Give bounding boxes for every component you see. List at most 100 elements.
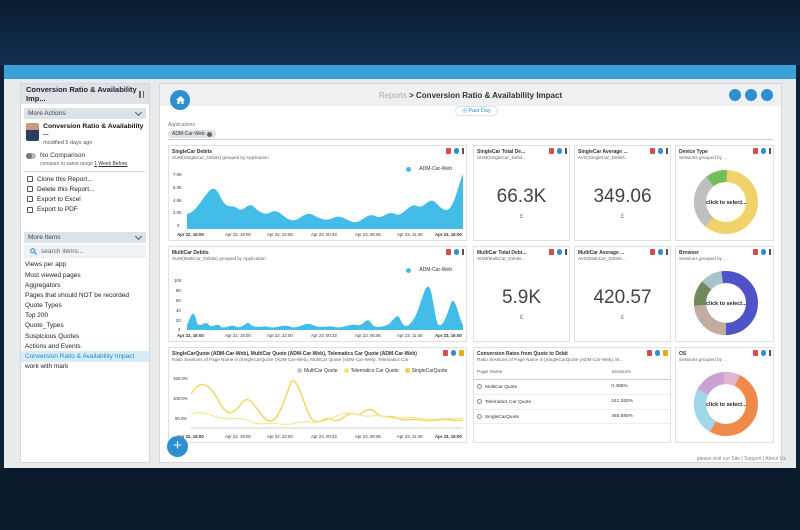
list-item[interactable]: Quote Types	[25, 302, 62, 310]
export-pdf-action[interactable]: Export to PDF	[21, 205, 149, 215]
bell-icon[interactable]	[761, 249, 766, 255]
alert-icon[interactable]	[549, 249, 554, 255]
breadcrumb-reports[interactable]: Reports	[378, 90, 407, 100]
widget-title: MultiCar Debits	[172, 249, 209, 256]
os-donut-chart[interactable]	[692, 370, 760, 438]
list-item-active[interactable]: Conversion Ratio & Availability Impact	[21, 351, 149, 362]
widget-subtitle: AVG(SingleCar_Debits...	[578, 155, 629, 160]
more-icon[interactable]	[666, 148, 668, 154]
close-icon[interactable]	[206, 131, 212, 137]
bell-icon[interactable]	[655, 350, 660, 356]
export-excel-action[interactable]: Export to Excel	[21, 194, 149, 204]
funnel-icon[interactable]	[459, 350, 464, 356]
device-type-widget: Device Type Sessions grouped by ... clic…	[675, 145, 774, 241]
widget-title: Conversion Rates from Quote to Debit	[477, 350, 568, 357]
more-items-label: More Items	[28, 233, 61, 241]
sidebar-collapse-icon[interactable]	[139, 90, 144, 98]
table-row[interactable]: MultiCar Quote 0.485%	[474, 379, 670, 395]
kpi-value: 420.57	[593, 287, 652, 308]
list-item[interactable]: Actions and Events	[25, 342, 81, 350]
date-range-button[interactable]: ◷ Past Day	[455, 106, 498, 116]
table-row[interactable]: SingleCarQuote 460.680%	[474, 409, 670, 425]
add-widget-button[interactable]: +	[167, 436, 188, 457]
radio-button[interactable]	[477, 413, 482, 419]
bell-icon[interactable]	[557, 148, 562, 154]
alert-icon[interactable]	[753, 350, 758, 356]
action-label: Clone this Report...	[37, 175, 93, 183]
donut-center-label: click to select...	[706, 301, 747, 307]
trash-icon	[27, 186, 33, 193]
compare-num[interactable]: 1	[94, 161, 97, 167]
list-item[interactable]: Most viewed pages	[25, 271, 81, 279]
browser-donut-chart[interactable]	[692, 269, 760, 337]
kpi-unit: £	[620, 214, 625, 220]
alert-icon[interactable]	[647, 350, 652, 356]
browser-widget: Browser Sessions grouped by ... click to…	[675, 246, 774, 342]
expand-icon[interactable]	[761, 89, 773, 101]
kpi-value: 5.9K	[501, 287, 542, 308]
bell-icon[interactable]	[761, 148, 766, 154]
funnel-icon[interactable]	[663, 350, 668, 356]
quote-ratio-widget: SingleCarQuote (ADM-Car-Web), MultiCar Q…	[168, 347, 467, 443]
multicar-debits-widget: MultiCar Debits SUM(MultiCar_Debits) gro…	[168, 246, 467, 342]
footer-links[interactable]: please visit our Site | Support | About …	[696, 456, 786, 462]
y-tick: 0	[178, 327, 181, 332]
applications-filter: Applications ADM-Car-Web	[168, 122, 773, 140]
x-tick: Apr 23, 06:06	[355, 434, 381, 439]
cell-sessions: 241.262%	[608, 394, 670, 410]
alert-icon[interactable]	[650, 148, 655, 154]
list-item[interactable]: Quote_Types	[25, 322, 64, 330]
more-icon[interactable]	[565, 249, 567, 255]
action-label: Export to Excel	[37, 195, 81, 203]
bell-icon[interactable]	[454, 249, 459, 255]
more-icon[interactable]	[769, 350, 771, 356]
more-icon[interactable]	[769, 148, 771, 154]
home-button[interactable]	[170, 90, 190, 110]
singlecar-debits-widget: SingleCar Debits SUM(SingleCar_Debits) g…	[168, 145, 467, 241]
compare-period-link[interactable]: Week Before	[98, 161, 128, 167]
bell-icon[interactable]	[451, 350, 456, 356]
alert-icon[interactable]	[443, 350, 448, 356]
list-item[interactable]: Top 200	[25, 312, 49, 320]
list-item[interactable]: work with mark	[25, 363, 69, 371]
alert-icon[interactable]	[753, 249, 758, 255]
bell-icon[interactable]	[658, 148, 663, 154]
alert-icon[interactable]	[650, 249, 655, 255]
alert-icon[interactable]	[549, 148, 554, 154]
alert-icon[interactable]	[446, 249, 451, 255]
bell-icon[interactable]	[557, 249, 562, 255]
more-icon[interactable]	[462, 148, 464, 154]
filter-icon[interactable]	[729, 89, 741, 101]
radio-button[interactable]	[477, 398, 482, 404]
device-donut-chart[interactable]	[692, 168, 760, 236]
clone-report-action[interactable]: Clone this Report...	[21, 174, 149, 184]
bell-icon[interactable]	[761, 350, 766, 356]
alert-icon[interactable]	[446, 148, 451, 154]
more-icon[interactable]	[462, 249, 464, 255]
list-item[interactable]: Aggregators	[25, 281, 61, 289]
legend-dot	[343, 368, 349, 374]
x-tick: Apr 22, 22:00	[267, 434, 293, 439]
alert-icon[interactable]	[753, 148, 758, 154]
more-icon[interactable]	[666, 249, 668, 255]
comparison-toggle[interactable]	[26, 152, 36, 159]
report-name: Conversion Ratio & Availability ...	[43, 123, 144, 137]
bell-icon[interactable]	[658, 249, 663, 255]
delete-report-action[interactable]: Delete this Report...	[21, 184, 149, 194]
list-item[interactable]: Suspicious Quotes	[25, 332, 80, 340]
filter-field[interactable]	[168, 130, 773, 140]
search-input[interactable]: search items...	[24, 244, 146, 258]
refresh-icon[interactable]	[745, 89, 757, 101]
more-actions-header[interactable]: More Actions	[24, 108, 146, 119]
radio-button[interactable]	[477, 384, 482, 389]
more-icon[interactable]	[565, 148, 567, 154]
clone-icon	[27, 176, 33, 183]
bell-icon[interactable]	[454, 148, 459, 154]
list-item[interactable]: Pages that should NOT be recorded	[25, 291, 129, 299]
more-icon[interactable]	[769, 249, 771, 255]
table-row[interactable]: Telematics Car Quote 241.262%	[474, 394, 670, 410]
more-items-header[interactable]: More Items	[24, 231, 146, 243]
filter-chip[interactable]: ADM-Car-Web	[168, 130, 216, 138]
legend-dot	[406, 166, 412, 172]
list-item[interactable]: Views per app	[25, 261, 67, 269]
